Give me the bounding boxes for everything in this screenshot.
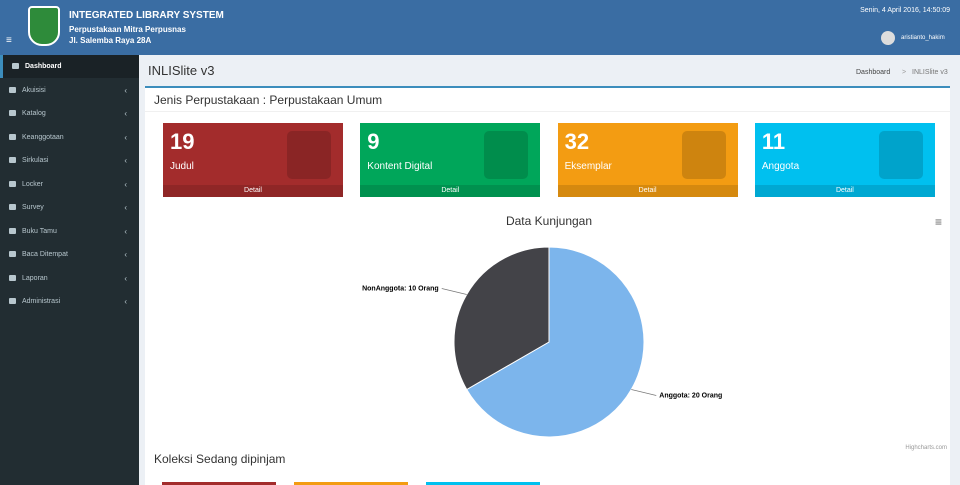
nav-label: Katalog <box>22 110 46 117</box>
logo <box>28 6 60 46</box>
box-edge <box>162 482 276 485</box>
app-title: INTEGRATED LIBRARY SYSTEM <box>69 10 224 21</box>
nav-label: Akuisisi <box>22 86 46 94</box>
nav-icon <box>9 227 16 234</box>
box-icon <box>287 131 331 179</box>
avatar[interactable] <box>881 31 895 45</box>
panel2: Koleksi Sedang dipinjam <box>145 452 950 485</box>
divider <box>145 111 950 112</box>
user-name[interactable]: aristianto_hakim <box>901 35 945 41</box>
nav-item[interactable]: Survey ‹ <box>0 196 139 219</box>
box-value: 19 <box>170 129 195 154</box>
nav-chevron: ‹ <box>124 132 127 142</box>
nav-item[interactable]: Dashboard <box>0 55 139 78</box>
nav-chevron: ‹ <box>124 203 127 212</box>
section-title: Jenis Perpustakaan : Perpustakaan Umum <box>154 93 383 107</box>
nav-chevron: ‹ <box>124 109 127 118</box>
nav-item[interactable]: Akuisisi ‹ <box>0 79 139 102</box>
nav-label: Locker <box>22 180 44 188</box>
pie-label: NonAnggota: 10 Orang <box>362 286 439 293</box>
box-value: 9 <box>367 129 380 154</box>
leader-line <box>631 389 657 396</box>
box-link[interactable]: Detail <box>360 185 541 197</box>
box-value: 11 <box>761 129 786 154</box>
nav-chevron: ‹ <box>124 273 127 283</box>
info-box: 19 Judul Detail <box>163 123 343 197</box>
breadcrumb-separator: > <box>902 69 907 76</box>
nav-icon <box>9 298 16 304</box>
box-label: Anggota <box>761 161 800 172</box>
breadcrumb-current: INLISlite v3 <box>912 69 948 76</box>
menu-toggle[interactable]: ≡ <box>6 35 12 46</box>
nav-item[interactable]: Katalog ‹ <box>0 102 139 125</box>
box-label: Judul <box>170 161 194 172</box>
box-link[interactable]: Detail <box>163 185 343 197</box>
box-icon <box>484 131 529 179</box>
info-box: 9 Kontent Digital Detail <box>360 123 541 197</box>
nav-icon <box>9 251 16 257</box>
nav-label: Sirkulasi <box>22 157 49 164</box>
section2-title: Koleksi Sedang dipinjam <box>154 452 286 466</box>
page-title: INLISlite v3 <box>148 63 215 78</box>
nav-icon <box>12 63 19 69</box>
address: Jl. Salemba Raya 28A <box>69 36 152 45</box>
nav-label: Administrasi <box>22 298 61 305</box>
nav-item[interactable]: Administrasi ‹ <box>0 290 139 313</box>
box-label: Kontent Digital <box>367 161 433 172</box>
info-box: 11 Anggota Detail <box>754 123 935 197</box>
chart-credit: Highcharts.com <box>905 445 947 451</box>
pie-slice <box>466 246 645 438</box>
nav-icon <box>9 157 16 163</box>
pie-label: Anggota: 20 Orang <box>659 393 722 400</box>
nav-item[interactable]: Laporan ‹ <box>0 267 139 290</box>
box-icon <box>878 131 923 179</box>
nav-icon <box>9 274 16 281</box>
nav-chevron: ‹ <box>124 179 127 189</box>
nav-icon <box>9 86 16 93</box>
box-edge <box>426 482 540 485</box>
nav-label: Keanggotaan <box>22 133 64 141</box>
nav-icon <box>9 180 16 187</box>
nav-chevron: ‹ <box>124 297 127 306</box>
leader-line <box>441 288 467 295</box>
chart-title: Data Kunjungan <box>506 214 592 228</box>
info-box: 32 Eksemplar Detail <box>557 123 738 197</box>
nav-label: Baca Ditempat <box>22 251 68 258</box>
datetime: Senin, 4 April 2016, 14:50:09 <box>860 7 950 14</box>
box-label: Eksemplar <box>564 161 612 172</box>
nav-item[interactable]: Keanggotaan ‹ <box>0 126 139 149</box>
nav-label: Dashboard <box>25 63 62 70</box>
sidebar: Dashboard Akuisisi ‹ Katalog ‹ Keanggotaan ‹ Si… <box>0 55 139 485</box>
nav-icon <box>9 204 16 210</box>
nav-item[interactable]: Baca Ditempat ‹ <box>0 243 139 266</box>
nav-icon <box>9 133 16 140</box>
nav-chevron: ‹ <box>124 156 127 165</box>
box-icon <box>681 131 726 179</box>
nav-chevron: ‹ <box>124 250 127 259</box>
nav-chevron: ‹ <box>124 85 127 95</box>
chart-panel: Data Kunjungan ≡ Highcharts.com Anggota:… <box>145 210 950 452</box>
nav-item[interactable]: Sirkulasi ‹ <box>0 149 139 172</box>
box-link[interactable]: Detail <box>754 185 935 197</box>
nav-label: Laporan <box>22 274 48 282</box>
nav-icon <box>9 110 16 116</box>
nav-item[interactable]: Locker ‹ <box>0 173 139 196</box>
chart-menu[interactable]: ≡ <box>935 215 942 229</box>
header: INTEGRATED LIBRARY SYSTEM Perpustakaan M… <box>0 0 960 55</box>
box-link[interactable]: Detail <box>557 185 738 197</box>
breadcrumb-home[interactable]: Dashboard <box>856 69 891 76</box>
library-name: Perpustakaan Mitra Perpusnas <box>69 25 186 34</box>
nav-label: Survey <box>22 204 44 211</box>
pie-slice <box>453 246 550 391</box>
nav-item[interactable]: Buku Tamu ‹ <box>0 220 139 243</box>
box-edge <box>294 482 408 485</box>
nav-label: Buku Tamu <box>22 227 57 235</box>
box-value: 32 <box>564 129 590 154</box>
pie: Anggota: 20 Orang NonAnggota: 10 Orang <box>362 246 722 438</box>
nav-chevron: ‹ <box>124 226 127 236</box>
